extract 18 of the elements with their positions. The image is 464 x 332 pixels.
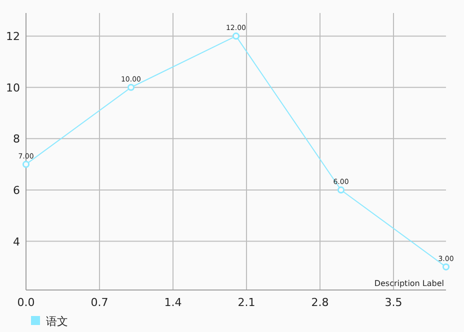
x-tick-label: 0.0 (17, 296, 35, 309)
annotation: Description Label (374, 279, 444, 288)
x-tick-label: 2.8 (311, 296, 329, 309)
y-tick-label: 6 (13, 184, 20, 197)
y-tick-label: 8 (13, 132, 20, 146)
point (337, 186, 345, 194)
y-tick-label: 12 (6, 30, 20, 44)
y-tick-label: 10 (6, 81, 20, 94)
legend-label: 语文 (46, 315, 68, 328)
x-tick-label: 1.4 (164, 296, 182, 309)
x-tick-label: 3.5 (384, 296, 402, 309)
x-tick-label: 0.7 (90, 296, 108, 309)
point (232, 32, 240, 40)
point (22, 160, 30, 168)
point (442, 263, 450, 270)
y-tick-label: 4 (13, 235, 20, 248)
x-tick-label: 2.1 (238, 296, 256, 309)
point (127, 84, 135, 91)
